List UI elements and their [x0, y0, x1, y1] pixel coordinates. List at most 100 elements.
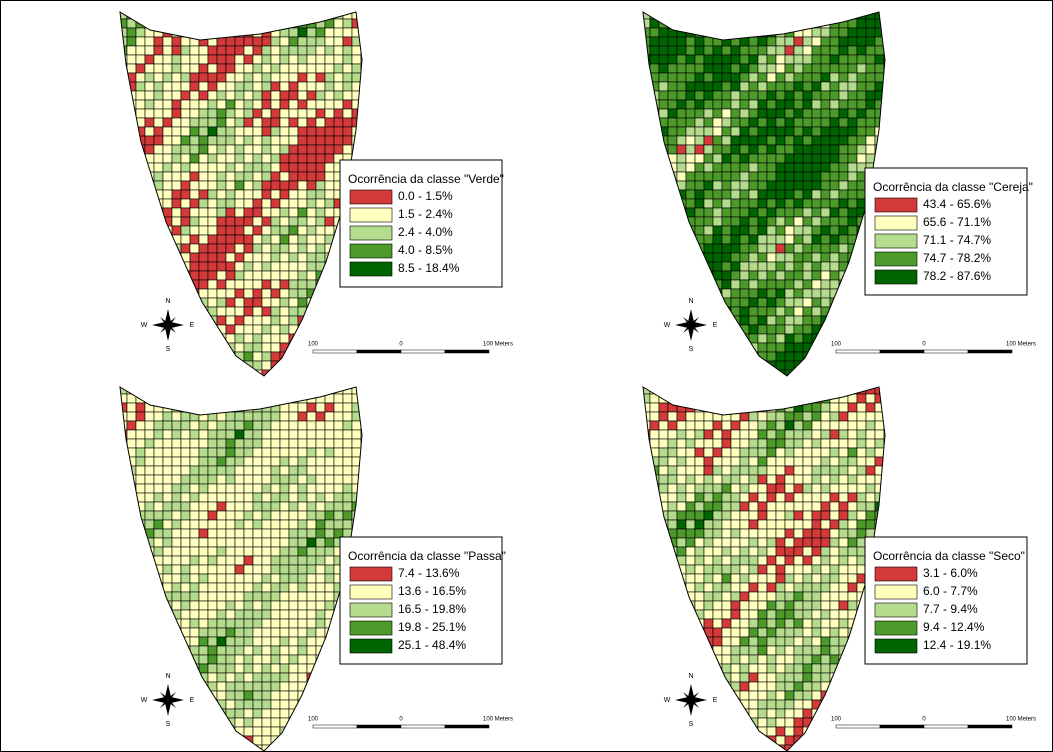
grid-cell [730, 672, 741, 683]
grid-cell [712, 216, 723, 227]
grid-cell [793, 207, 804, 218]
grid-cell [721, 189, 732, 200]
grid-cell [658, 108, 669, 119]
grid-cell [721, 162, 732, 173]
grid-cell [820, 99, 831, 110]
grid-cell [225, 537, 236, 548]
grid-cell [865, 519, 876, 530]
grid-cell [811, 429, 822, 440]
grid-cell [243, 234, 254, 245]
grid-cell [225, 108, 236, 119]
grid-cell [766, 564, 777, 575]
grid-cell [261, 582, 272, 593]
grid-cell [775, 261, 786, 272]
grid-cell [712, 537, 723, 548]
grid-cell [252, 243, 263, 254]
grid-cell [739, 609, 750, 620]
grid-cell [766, 645, 777, 656]
grid-cell [793, 618, 804, 629]
grid-cell [766, 591, 777, 602]
grid-cell [306, 564, 317, 575]
grid-cell [279, 591, 290, 602]
grid-cell [162, 198, 173, 209]
grid-cell [694, 63, 705, 74]
grid-cell [216, 582, 227, 593]
grid-cell [658, 63, 669, 74]
grid-cell [279, 618, 290, 629]
grid-cell [216, 81, 227, 92]
grid-cell [351, 438, 362, 449]
grid-cell [324, 564, 335, 575]
grid-cell [730, 144, 741, 155]
grid-cell [820, 645, 831, 656]
grid-cell [135, 402, 146, 413]
grid-cell [153, 90, 164, 101]
grid-cell [270, 501, 281, 512]
grid-cell [198, 627, 209, 638]
grid-cell [342, 456, 353, 467]
grid-cell [234, 117, 245, 128]
grid-cell [766, 483, 777, 494]
grid-cell [721, 117, 732, 128]
compass-star [683, 317, 699, 333]
grid-cell [189, 207, 200, 218]
grid-cell [252, 297, 263, 308]
grid-cell [775, 600, 786, 611]
grid-cell [279, 315, 290, 326]
grid-cell [261, 297, 272, 308]
grid-cell [829, 654, 840, 665]
grid-cell [757, 306, 768, 317]
grid-cell [793, 699, 804, 710]
grid-cell [324, 447, 335, 458]
grid-cell [297, 144, 308, 155]
grid-cell [847, 81, 858, 92]
grid-cell [279, 663, 290, 674]
grid-cell [243, 180, 254, 191]
grid-cell [207, 645, 218, 656]
grid-cell [153, 135, 164, 146]
legend-label: 7.4 - 13.6% [398, 566, 460, 580]
grid-cell [216, 447, 227, 458]
grid-cell [189, 234, 200, 245]
grid-cell [315, 243, 326, 254]
scale-segment [967, 724, 1013, 729]
grid-cell [685, 456, 696, 467]
grid-cell [252, 708, 263, 719]
grid-cell [162, 36, 173, 47]
grid-cell [793, 315, 804, 326]
grid-cell [766, 351, 777, 362]
grid-cell [288, 411, 299, 422]
grid-cell [748, 618, 759, 629]
grid-cell [838, 144, 849, 155]
grid-cell [757, 99, 768, 110]
grid-cell [748, 528, 759, 539]
grid-cell [739, 447, 750, 458]
grid-cell [279, 36, 290, 47]
grid-cell [748, 315, 759, 326]
grid-cell [270, 591, 281, 602]
grid-cell [793, 81, 804, 92]
grid-cell [252, 420, 263, 431]
grid-cell [342, 438, 353, 449]
grid-cell [243, 90, 254, 101]
grid-cell [171, 99, 182, 110]
grid-cell [730, 537, 741, 548]
grid-cell [847, 63, 858, 74]
grid-cell [856, 54, 867, 65]
grid-cell [838, 207, 849, 218]
grid-cell [207, 261, 218, 272]
grid-cell [838, 81, 849, 92]
grid-cell [216, 207, 227, 218]
grid-cell [721, 447, 732, 458]
grid-cell [270, 135, 281, 146]
grid-cell [207, 234, 218, 245]
grid-cell [775, 288, 786, 299]
grid-cell [234, 411, 245, 422]
grid-cell [189, 243, 200, 254]
grid-cell [766, 153, 777, 164]
grid-cell [315, 537, 326, 548]
grid-cell [811, 72, 822, 83]
grid-cell [333, 117, 344, 128]
grid-cell [297, 162, 308, 173]
grid-cell [847, 27, 858, 38]
